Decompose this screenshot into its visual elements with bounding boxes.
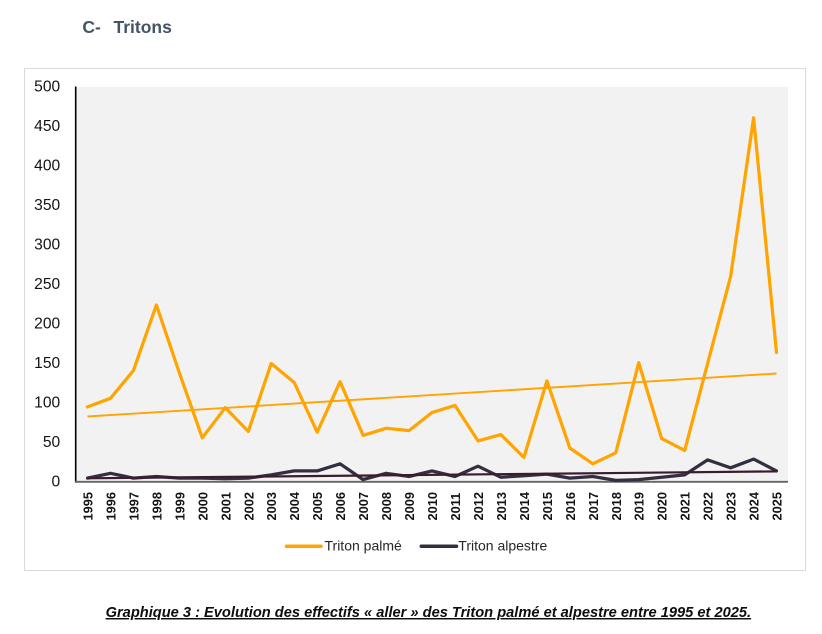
svg-text:2008: 2008	[379, 492, 394, 520]
svg-text:2000: 2000	[195, 492, 210, 520]
svg-text:1998: 1998	[149, 492, 164, 520]
svg-text:200: 200	[34, 315, 60, 332]
svg-text:2006: 2006	[333, 492, 348, 520]
svg-text:100: 100	[34, 394, 60, 411]
svg-text:2013: 2013	[494, 492, 509, 520]
svg-text:2024: 2024	[747, 491, 762, 520]
svg-text:1999: 1999	[172, 492, 187, 520]
svg-text:Triton alpestre: Triton alpestre	[458, 537, 547, 553]
svg-text:250: 250	[34, 276, 60, 293]
svg-text:2001: 2001	[218, 492, 233, 520]
svg-text:Graphique 3 : Evolution des ef: Graphique 3 : Evolution des effectifs « …	[106, 605, 752, 621]
svg-text:2023: 2023	[724, 492, 739, 520]
svg-text:350: 350	[34, 197, 60, 214]
svg-text:2019: 2019	[632, 492, 647, 520]
svg-text:2021: 2021	[678, 492, 693, 520]
svg-text:1996: 1996	[104, 492, 119, 520]
svg-text:2015: 2015	[540, 492, 555, 520]
svg-text:2025: 2025	[770, 492, 785, 520]
svg-text:150: 150	[34, 355, 60, 372]
svg-text:2010: 2010	[425, 492, 440, 520]
svg-text:2011: 2011	[448, 493, 463, 521]
svg-text:Tritons: Tritons	[114, 17, 173, 37]
svg-text:450: 450	[34, 118, 60, 135]
svg-text:2009: 2009	[402, 492, 417, 520]
svg-text:2012: 2012	[471, 492, 486, 520]
svg-text:400: 400	[34, 157, 60, 174]
svg-text:2014: 2014	[517, 491, 532, 520]
svg-text:2004: 2004	[287, 491, 302, 520]
svg-text:2016: 2016	[563, 492, 578, 520]
svg-text:300: 300	[34, 236, 60, 253]
svg-text:1995: 1995	[81, 492, 96, 520]
svg-text:0: 0	[52, 473, 61, 490]
svg-text:2022: 2022	[701, 492, 716, 520]
svg-text:1997: 1997	[126, 492, 141, 520]
svg-text:500: 500	[34, 78, 60, 95]
svg-text:2003: 2003	[264, 492, 279, 520]
svg-text:2020: 2020	[655, 492, 670, 520]
svg-text:2017: 2017	[586, 492, 601, 520]
svg-text:Triton palmé: Triton palmé	[325, 537, 403, 553]
svg-text:50: 50	[43, 434, 61, 451]
svg-text:2002: 2002	[241, 492, 256, 520]
svg-text:2007: 2007	[356, 492, 371, 520]
svg-text:2018: 2018	[609, 492, 624, 520]
svg-text:2005: 2005	[310, 492, 325, 520]
svg-text:C-: C-	[82, 17, 101, 37]
